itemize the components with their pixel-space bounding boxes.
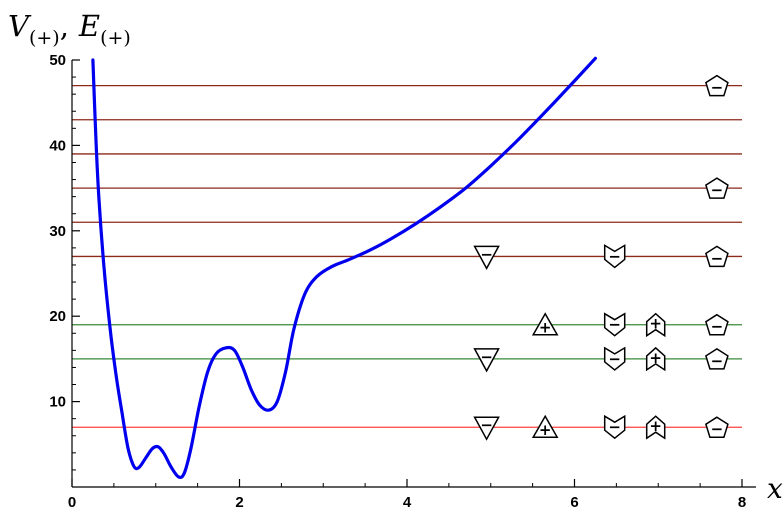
y-axis-title-e-subscript: (+) xyxy=(100,27,131,49)
state-sign: − xyxy=(480,245,493,263)
state-marker-triangle-down: − xyxy=(473,245,500,270)
pentagon-symbol xyxy=(705,348,729,370)
x-tick-label-6: 6 xyxy=(570,494,578,510)
notched-up-symbol xyxy=(645,312,666,338)
axes: 0 2 4 6 8 10 20 30 40 50 xyxy=(49,52,756,510)
state-marker-notched-up: + xyxy=(645,312,666,338)
state-markers: − + − + − − − + − + − + − − − − − − xyxy=(473,74,729,441)
state-marker-pentagon: − xyxy=(705,177,729,199)
state-marker-notched-down: − xyxy=(603,312,626,337)
y-tick-label-30: 30 xyxy=(49,223,66,240)
notched-down-symbol xyxy=(603,312,626,337)
x-axis-title: x xyxy=(767,472,783,505)
y-tick-label-20: 20 xyxy=(49,308,66,325)
triangle-down-symbol xyxy=(473,416,500,441)
state-sign: − xyxy=(608,316,621,334)
state-sign: − xyxy=(711,352,724,370)
y-tick-label-50: 50 xyxy=(49,52,66,69)
notched-up-symbol xyxy=(645,346,666,372)
state-sign: − xyxy=(711,420,724,438)
triangle-down-symbol xyxy=(473,245,500,270)
state-marker-triangle-up: + xyxy=(531,312,559,337)
pentagon-symbol xyxy=(705,177,729,199)
y-axis-title-v: V xyxy=(8,9,32,43)
y-tick-label-40: 40 xyxy=(49,137,66,154)
state-marker-triangle-down: − xyxy=(473,416,500,441)
notched-down-symbol xyxy=(603,244,626,269)
y-axis-title-separator: , xyxy=(60,9,69,43)
potential-curve xyxy=(91,56,597,480)
state-marker-notched-down: − xyxy=(603,346,626,371)
state-sign: + xyxy=(539,319,552,337)
state-sign: − xyxy=(711,249,724,267)
notched-up-symbol xyxy=(645,415,666,440)
state-sign: + xyxy=(649,315,662,333)
state-sign: − xyxy=(608,418,621,436)
state-sign: + xyxy=(539,421,552,439)
state-marker-triangle-down: − xyxy=(473,348,500,373)
x-tick-label-8: 8 xyxy=(738,494,746,510)
state-marker-notched-up: + xyxy=(645,346,666,372)
triangle-up-symbol xyxy=(531,414,559,438)
y-axis-title-e: E xyxy=(78,9,100,43)
state-marker-triangle-up: + xyxy=(531,414,559,439)
state-marker-notched-down: − xyxy=(603,414,626,440)
state-marker-pentagon: − xyxy=(705,245,729,268)
pentagon-symbol xyxy=(705,313,729,336)
state-sign: − xyxy=(608,350,621,368)
triangle-up-symbol xyxy=(531,312,559,336)
notched-down-symbol xyxy=(603,346,626,371)
state-sign: − xyxy=(480,348,493,366)
x-tick-label-4: 4 xyxy=(403,494,412,510)
state-sign: − xyxy=(711,181,724,199)
state-marker-pentagon: − xyxy=(705,313,729,336)
x-tick-label-2: 2 xyxy=(235,494,243,510)
state-sign: − xyxy=(711,79,724,97)
triangle-down-symbol xyxy=(473,348,500,373)
y-axis-title: V(+), E(+) xyxy=(8,9,131,49)
state-marker-notched-down: − xyxy=(603,244,626,269)
pentagon-symbol xyxy=(705,245,729,268)
state-marker-pentagon: − xyxy=(705,74,729,97)
state-sign: + xyxy=(649,349,662,367)
y-tick-label-10: 10 xyxy=(49,394,66,411)
pentagon-symbol xyxy=(705,74,729,97)
energy-levels xyxy=(72,84,742,428)
state-marker-notched-up: + xyxy=(645,415,666,440)
state-marker-pentagon: − xyxy=(705,416,729,438)
state-sign: − xyxy=(711,318,724,336)
state-sign: − xyxy=(480,416,493,434)
y-axis-title-v-subscript: (+) xyxy=(29,27,60,49)
state-sign: − xyxy=(608,247,621,265)
state-marker-pentagon: − xyxy=(705,348,729,370)
pentagon-symbol xyxy=(705,416,729,438)
state-sign: + xyxy=(649,417,662,435)
notched-down-symbol xyxy=(603,414,626,440)
x-tick-label-0: 0 xyxy=(68,494,76,510)
